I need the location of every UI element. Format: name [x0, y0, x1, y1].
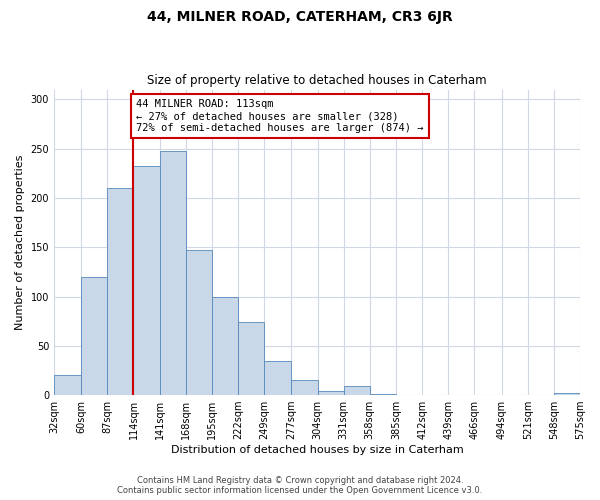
Text: 44 MILNER ROAD: 113sqm
← 27% of detached houses are smaller (328)
72% of semi-de: 44 MILNER ROAD: 113sqm ← 27% of detached…	[136, 100, 424, 132]
Text: 44, MILNER ROAD, CATERHAM, CR3 6JR: 44, MILNER ROAD, CATERHAM, CR3 6JR	[147, 10, 453, 24]
Bar	[81, 277, 107, 395]
Title: Size of property relative to detached houses in Caterham: Size of property relative to detached ho…	[147, 74, 487, 87]
Bar	[370, 394, 396, 395]
Bar	[554, 393, 580, 395]
Bar	[317, 391, 344, 395]
Bar	[186, 250, 212, 395]
Bar	[212, 296, 238, 395]
Bar	[54, 376, 81, 395]
Bar	[238, 322, 264, 395]
Bar	[160, 150, 186, 395]
Bar	[264, 360, 292, 395]
Bar	[344, 386, 370, 395]
Text: Contains HM Land Registry data © Crown copyright and database right 2024.
Contai: Contains HM Land Registry data © Crown c…	[118, 476, 482, 495]
Y-axis label: Number of detached properties: Number of detached properties	[15, 154, 25, 330]
Bar	[292, 380, 317, 395]
Bar	[107, 188, 133, 395]
X-axis label: Distribution of detached houses by size in Caterham: Distribution of detached houses by size …	[170, 445, 463, 455]
Bar	[133, 166, 160, 395]
